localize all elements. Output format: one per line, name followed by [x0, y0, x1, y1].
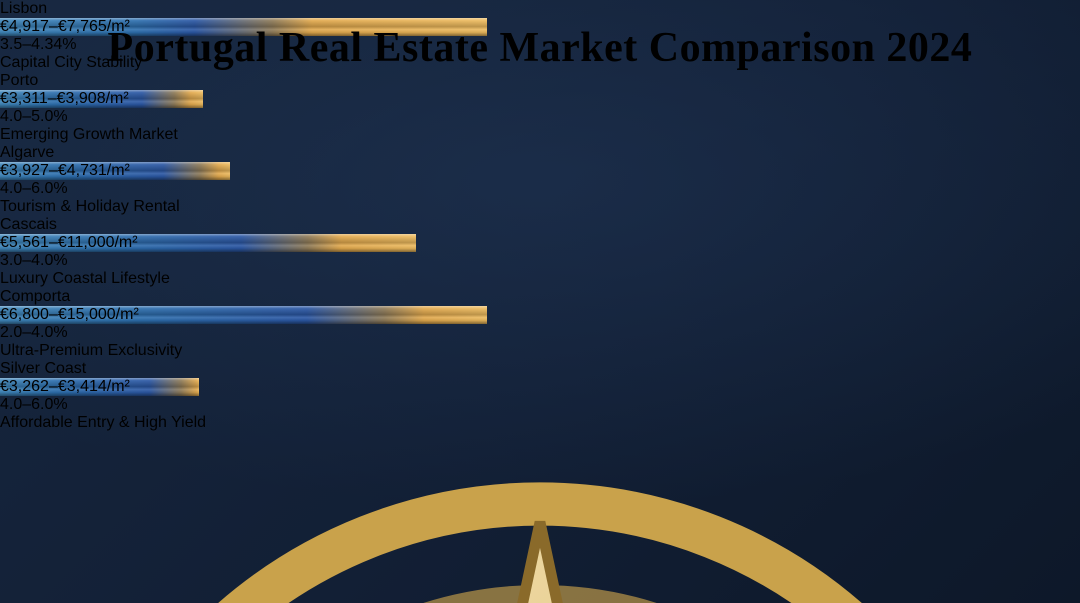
region-label: Cascais	[0, 216, 57, 233]
category-badge: Emerging Growth Market	[0, 126, 1080, 144]
category-badge: Capital City Stability	[0, 54, 1080, 72]
category-badge: Ultra-Premium Exclusivity	[0, 342, 1080, 360]
yield-label: 2.0–4.0%	[0, 324, 68, 341]
price-range-label: €4,917–€7,765/m²	[0, 18, 130, 35]
category-label: Emerging Growth Market	[0, 126, 178, 143]
price-range-label: €3,927–€4,731/m²	[0, 162, 130, 179]
yield-circle: 2.0–4.0%	[0, 324, 1080, 342]
price-range-label: €5,561–€11,000/m²	[0, 234, 138, 251]
category-label: Affordable Entry & High Yield	[0, 414, 207, 431]
compass-rose-icon	[218, 482, 862, 603]
price-range-bar: €6,800–€15,000/m²	[0, 306, 487, 324]
category-badge: Affordable Entry & High Yield	[0, 414, 1080, 432]
chart-row: Lisbon €4,917–€7,765/m² 3.5–4.34% Capita…	[0, 0, 1080, 72]
chart-row: Algarve €3,927–€4,731/m² 4.0–6.0% Touris…	[0, 144, 1080, 216]
chart-rows: Lisbon €4,917–€7,765/m² 3.5–4.34% Capita…	[0, 0, 1080, 432]
category-badge: Tourism & Holiday Rental	[0, 198, 1080, 216]
category-label: Capital City Stability	[0, 54, 143, 71]
price-range-bar: €4,917–€7,765/m²	[0, 18, 487, 36]
page-title: Portugal Real Estate Market Comparison 2…	[107, 25, 973, 71]
price-range-bar: €5,561–€11,000/m²	[0, 234, 416, 252]
yield-circle: 4.0–6.0%	[0, 180, 1080, 198]
chart-row: Porto €3,311–€3,908/m² 4.0–5.0% Emerging…	[0, 72, 1080, 144]
price-range-bar: €3,262–€3,414/m²	[0, 378, 199, 396]
yield-circle: 3.5–4.34%	[0, 36, 1080, 54]
chart-row: Cascais €5,561–€11,000/m² 3.0–4.0% Luxur…	[0, 216, 1080, 288]
region-label: Silver Coast	[0, 360, 87, 377]
price-range-bar: €3,927–€4,731/m²	[0, 162, 230, 180]
yield-circle: 3.0–4.0%	[0, 252, 1080, 270]
category-badge: Luxury Coastal Lifestyle	[0, 270, 1080, 288]
category-label: Ultra-Premium Exclusivity	[0, 342, 183, 359]
yield-label: 4.0–6.0%	[0, 180, 68, 197]
region-label: Lisbon	[0, 0, 48, 17]
yield-label: 3.5–4.34%	[0, 36, 77, 53]
region-label: Porto	[0, 72, 39, 89]
region-label: Algarve	[0, 144, 55, 161]
price-range-label: €3,262–€3,414/m²	[0, 378, 130, 395]
yield-label: 4.0–6.0%	[0, 396, 68, 413]
yield-circle: 4.0–5.0%	[0, 108, 1080, 126]
category-label: Luxury Coastal Lifestyle	[0, 270, 170, 287]
yield-label: 4.0–5.0%	[0, 108, 68, 125]
price-range-label: €3,311–€3,908/m²	[0, 90, 129, 107]
yield-label: 3.0–4.0%	[0, 252, 68, 269]
category-label: Tourism & Holiday Rental	[0, 198, 180, 215]
price-range-bar: €3,311–€3,908/m²	[0, 90, 203, 108]
chart-row: Silver Coast €3,262–€3,414/m² 4.0–6.0% A…	[0, 360, 1080, 432]
price-range-label: €6,800–€15,000/m²	[0, 306, 139, 323]
yield-circle: 4.0–6.0%	[0, 396, 1080, 414]
region-label: Comporta	[0, 288, 71, 305]
chart-row: Comporta €6,800–€15,000/m² 2.0–4.0% Ultr…	[0, 288, 1080, 360]
